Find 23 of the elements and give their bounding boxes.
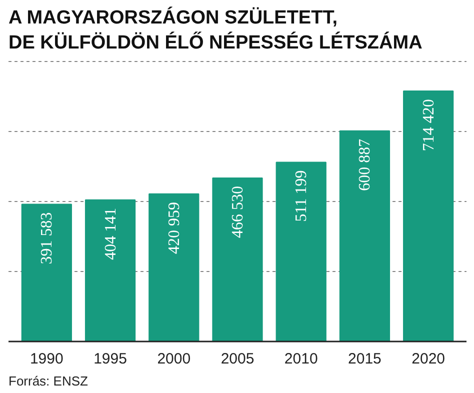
x-tick-label: 2010 [284, 350, 318, 368]
data-label: 420 959 [166, 202, 183, 254]
chart-title: A MAGYARORSZÁGON SZÜLETETT, DE KÜLFÖLDÖN ÉLŐ NÉPESSÉG LÉTSZÁMA [8, 6, 423, 54]
bar [148, 193, 200, 342]
x-tick-label: 2005 [220, 350, 254, 368]
data-label: 714 420 [420, 99, 438, 152]
x-tick-label: 1995 [94, 350, 127, 368]
x-tick-label: 1990 [30, 350, 64, 368]
x-tick-label: 2015 [348, 350, 382, 368]
x-tick-label: 2020 [412, 350, 446, 368]
data-label: 404 141 [102, 208, 120, 260]
bar [212, 177, 263, 342]
data-label: 391 583 [38, 212, 56, 264]
x-tick-label: 2000 [157, 350, 191, 368]
bar [276, 162, 326, 342]
text: Forrás: ENSZ [8, 374, 88, 388]
bar [339, 130, 390, 342]
bar [84, 199, 136, 342]
bar [403, 90, 454, 342]
data-label: 511 199 [293, 170, 310, 222]
bar [21, 204, 72, 342]
data-label: 600 887 [356, 138, 374, 191]
data-label: 466 530 [230, 186, 246, 238]
